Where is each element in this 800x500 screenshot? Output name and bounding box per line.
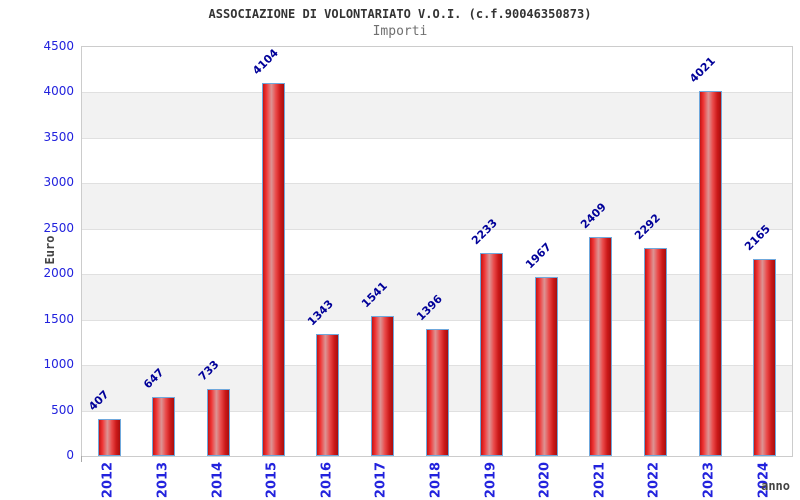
gridline [82,274,792,276]
x-tick-label: 2019 [483,461,499,499]
x-tick-label: 2014 [210,461,226,499]
bar-2014 [207,389,231,456]
y-tick-label: 4500 [43,39,74,53]
chart-subtitle: Importi [372,24,428,39]
gridline [82,228,792,230]
gridline [82,183,792,185]
bar-value-label: 4021 [687,53,719,85]
bar-2016 [316,333,340,456]
x-tick-label: 2022 [646,461,662,499]
y-tick-label: 4000 [43,84,74,99]
plot-area: 407 647 733 4104 1343 1541 1396 2233 1967 2409 229… [81,46,793,462]
plot-band [82,183,792,229]
y-tick-label: 1500 [43,311,74,326]
bar-2022 [643,247,667,456]
bar-2013 [152,397,176,456]
gridline [82,92,792,94]
y-tick-label: 3000 [43,175,74,190]
y-tick-label: 1000 [43,357,74,372]
x-tick-label: 2015 [264,461,280,499]
bar-2024 [753,259,777,456]
plot-band [82,274,792,320]
origin-tick [81,456,82,462]
bar-2017 [370,315,394,456]
bar-2015 [261,83,285,456]
y-tick-label: 500 [51,402,74,417]
x-tick-label: 2013 [155,461,171,499]
gridline [82,319,792,321]
x-tick-label: 2017 [373,461,389,499]
gridline [82,137,792,139]
bar-value-label: 4104 [250,46,282,78]
y-axis-title: Euro [43,235,57,265]
chart-title: ASSOCIAZIONE DI VOLONTARIATO V.O.I. (c.f… [208,7,592,21]
x-axis-title: anno [761,479,790,493]
x-tick-label: 2018 [428,461,444,499]
bar-2021 [589,237,613,456]
bar-value-label: 1967 [523,240,555,272]
x-tick-label: 2021 [592,461,608,499]
bar-2018 [425,329,449,456]
y-tick-label: 2000 [43,266,74,281]
y-tick-label: 2500 [43,220,74,235]
x-tick-label: 2023 [701,461,717,499]
x-tick-label: 2020 [537,461,553,499]
y-tick-label: 3500 [43,129,74,144]
bar-2012 [97,419,121,456]
bar-2023 [698,90,722,456]
bar-2020 [534,277,558,456]
y-tick-label: 0 [66,448,74,462]
bar-2019 [480,253,504,456]
x-tick-label: 2016 [319,461,335,499]
x-tick-label: 2012 [100,461,116,499]
plot-band [82,92,792,138]
